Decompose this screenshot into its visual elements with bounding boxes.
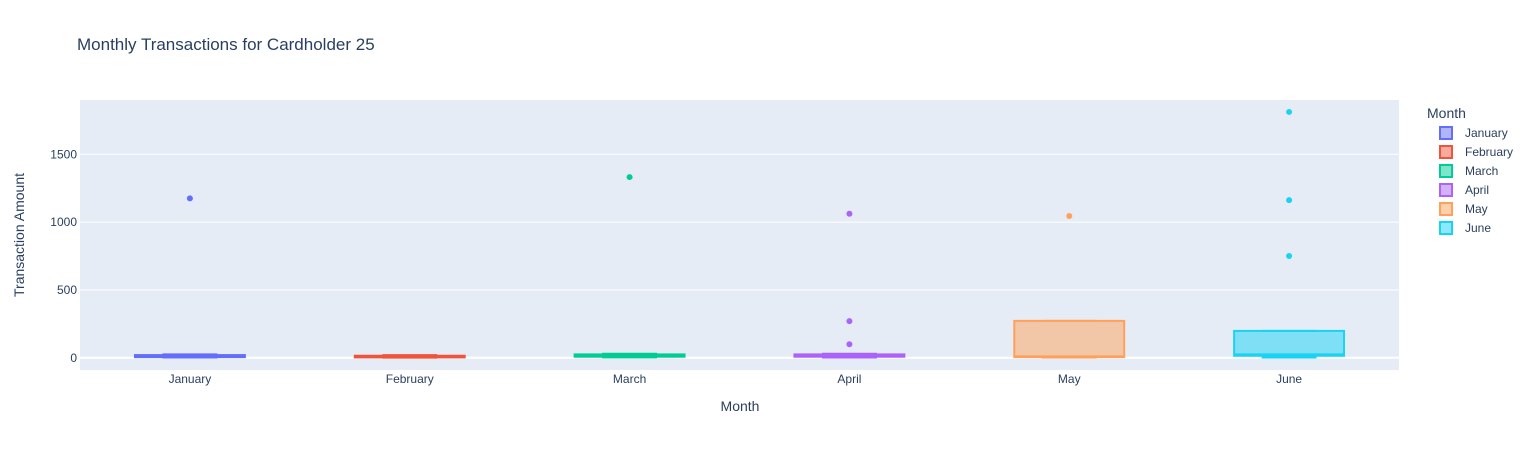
y-tick-labels: 0 500 1000 1500	[50, 147, 77, 365]
y-axis-title: Transaction Amount	[11, 173, 27, 297]
y-tick-label-1500: 1500	[50, 147, 77, 161]
box-june[interactable]	[1233, 108, 1346, 359]
legend-label-february: February	[1465, 145, 1513, 159]
outlier-point-june-0[interactable]	[1286, 253, 1293, 260]
x-tick-label-january: January	[169, 372, 212, 386]
x-tick-labels: January February March April May June	[169, 372, 1303, 386]
y-tick-label-500: 500	[57, 283, 77, 297]
legend-item-january[interactable]: January	[1439, 126, 1508, 140]
legend-item-june[interactable]: June	[1439, 221, 1491, 235]
grid-lines	[80, 153, 1399, 359]
x-tick-label-april: April	[837, 372, 861, 386]
box-march[interactable]	[573, 174, 686, 359]
box-body-june	[1233, 329, 1346, 357]
box-january[interactable]	[133, 195, 246, 359]
legend-item-march[interactable]: March	[1439, 164, 1498, 178]
outlier-point-june-1[interactable]	[1286, 197, 1293, 204]
legend-swatch-june	[1439, 221, 1453, 235]
legend: Month January February March April May June	[1427, 105, 1513, 235]
box-april[interactable]	[793, 210, 906, 359]
x-tick-label-march: March	[613, 372, 646, 386]
box-traces	[133, 108, 1346, 359]
legend-swatch-may	[1439, 202, 1453, 216]
x-tick-label-june: June	[1276, 372, 1302, 386]
outlier-point-april-0[interactable]	[846, 341, 853, 348]
legend-item-february[interactable]: February	[1439, 145, 1513, 159]
legend-title: Month	[1427, 105, 1466, 121]
legend-swatch-april	[1439, 183, 1453, 197]
outlier-point-january-0[interactable]	[186, 195, 193, 202]
outlier-point-april-1[interactable]	[846, 318, 853, 325]
box-february[interactable]	[353, 354, 466, 359]
x-tick-label-february: February	[386, 372, 434, 386]
y-tick-label-0: 0	[70, 351, 77, 365]
legend-swatch-march	[1439, 164, 1453, 178]
chart-title: Monthly Transactions for Cardholder 25	[77, 35, 375, 54]
legend-item-may[interactable]: May	[1439, 202, 1488, 216]
outlier-point-june-2[interactable]	[1286, 108, 1293, 115]
y-tick-label-1000: 1000	[50, 215, 77, 229]
box-may[interactable]	[1013, 213, 1126, 359]
legend-label-may: May	[1465, 202, 1488, 216]
outlier-point-march-0[interactable]	[626, 174, 633, 181]
x-tick-label-may: May	[1058, 372, 1081, 386]
legend-swatch-february	[1439, 145, 1453, 159]
legend-label-january: January	[1465, 126, 1508, 140]
outlier-point-may-0[interactable]	[1066, 213, 1073, 220]
legend-swatch-january	[1439, 126, 1453, 140]
plot-area	[80, 100, 1399, 370]
legend-label-june: June	[1465, 221, 1491, 235]
box-body-may	[1013, 319, 1126, 359]
legend-label-march: March	[1465, 164, 1498, 178]
legend-label-april: April	[1465, 183, 1489, 197]
outlier-point-april-2[interactable]	[846, 210, 853, 217]
x-axis-title: Month	[721, 398, 760, 414]
legend-item-april[interactable]: April	[1439, 183, 1489, 197]
